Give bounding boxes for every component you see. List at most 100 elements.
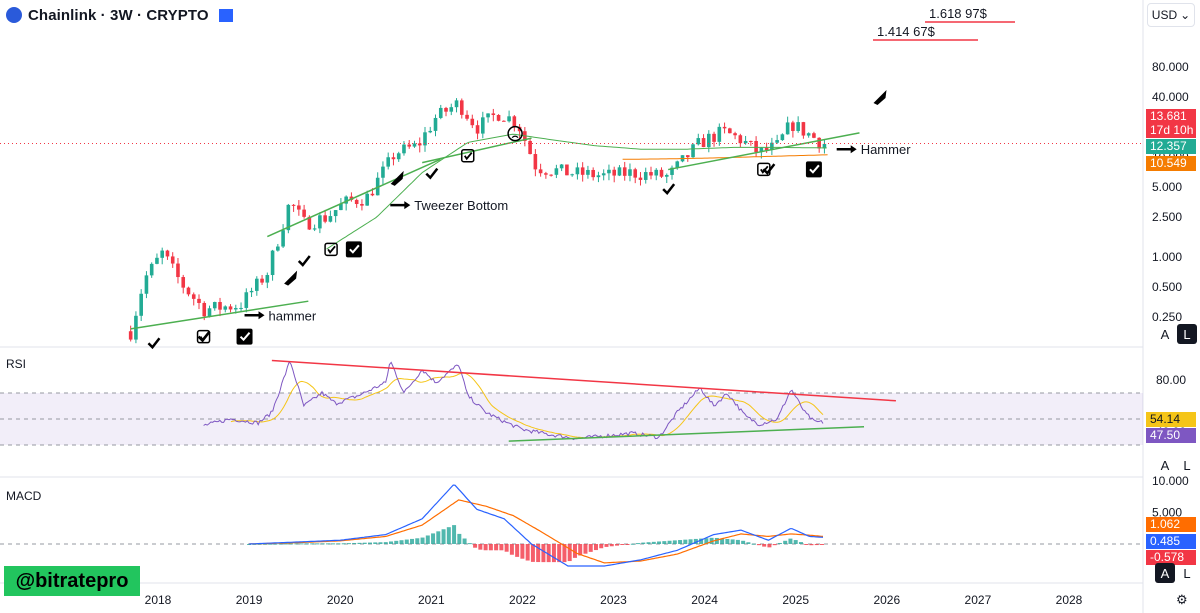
macd-histogram-bar [541,544,546,563]
bookmark-flag-icon[interactable] [218,8,233,22]
time-tick-label: 2024 [691,593,718,607]
macd-histogram-bar [515,544,520,557]
rsi-tag-ma: 54.14 [1146,412,1196,427]
candle-body [212,302,217,309]
macd-histogram-bar [546,544,551,563]
macd-histogram-bar [399,540,404,544]
macd-histogram-bar [709,537,714,544]
macd-signal-line [249,499,824,564]
sad-face-mouth [511,135,519,139]
candle-body [801,122,806,136]
rsi-auto-button[interactable]: A [1160,457,1170,473]
check-mark-icon [809,164,820,174]
candle-body [580,167,585,175]
candle-body [149,263,154,276]
macd-histogram-bar [457,533,462,544]
macd-histogram-bar [357,542,362,544]
log-scale-button[interactable]: L [1177,324,1197,344]
candle-body [276,246,280,251]
macd-histogram-bar [425,535,430,544]
candle-body [344,196,348,204]
macd-histogram-bar [352,542,357,544]
macd-histogram-bar [798,542,803,544]
candle-body [649,172,653,176]
candle-body [139,293,143,316]
macd-histogram-bar [646,542,651,544]
macd-histogram-bar [714,537,719,544]
checkbox-filled-icon [805,161,822,178]
candle-body [165,250,170,257]
macd-histogram-bar [615,544,620,546]
candle-body [717,126,722,142]
rsi-tick-label: 80.00 [1156,373,1186,387]
macd-histogram-bar [809,544,814,546]
macd-histogram-bar [420,537,425,544]
macd-histogram-bar [609,544,614,547]
candle-body [218,302,222,310]
macd-histogram-bar [373,542,378,544]
candle-body [502,120,506,122]
checkbox-filled-icon [236,328,253,345]
macd-histogram-bar [678,540,683,544]
chainlink-logo-icon [6,7,22,23]
rsi-trendline [271,359,896,402]
macd-histogram-bar [735,539,740,544]
macd-histogram-bar [725,538,730,544]
candle-body [570,174,574,176]
arrow-head-icon [404,201,411,210]
time-tick-label: 2018 [145,593,172,607]
candle-body [770,142,774,151]
time-tick-label: 2023 [600,593,627,607]
candle-body [207,308,212,317]
candle-body [749,140,753,142]
macd-histogram-bar [746,542,751,544]
macd-histogram-bar [804,544,809,545]
time-tick-label: 2025 [782,593,809,607]
candle-body [333,210,338,217]
annotation-label: Hammer [861,142,912,157]
checkbox-icon [324,242,338,257]
candle-body [202,302,207,317]
symbol-header[interactable]: Chainlink · 3W · CRYPTO [6,5,233,25]
price-tick-label: 40.000 [1152,90,1189,104]
macd-histogram-bar [730,539,735,544]
candle-body [785,122,790,135]
time-tick-label: 2026 [873,593,900,607]
candle-body [144,275,149,294]
macd-histogram-bar [389,541,394,544]
macd-histogram-bar [557,544,562,563]
candle-body [297,205,301,210]
candle-body [223,306,228,310]
macd-histogram-bar [693,538,698,544]
macd-histogram-bar [394,540,399,544]
checkbox-icon [757,162,771,177]
macd-histogram-bar [315,543,320,545]
currency-selector[interactable]: USD ⌄ [1147,3,1195,27]
candle-body [691,144,695,158]
rsi-log-button[interactable]: L [1183,457,1191,473]
macd-histogram-bar [473,544,478,548]
macd-histogram-bar [289,543,294,545]
price-pane: 1.618 97$ 1.414 67$ hammer Tweezer Bottom Ha… [0,6,1143,350]
macd-histogram-bar [567,544,572,562]
gear-icon[interactable]: ⚙ [1176,592,1188,607]
macd-auto-button[interactable]: A [1155,563,1175,583]
candle-body [365,193,369,206]
rocket-icon [873,90,887,105]
ma-line-green [326,133,827,250]
macd-log-button[interactable]: L [1183,565,1191,581]
macd-histogram-bar [341,543,346,545]
macd-histogram-bar [588,544,593,552]
ma-line-orange [622,154,828,160]
macd-histogram-bar [320,543,325,545]
check-mark-icon [147,337,161,350]
macd-histogram-bar [278,543,283,545]
auto-scale-button[interactable]: A [1160,326,1170,342]
macd-histogram-bar [593,544,598,551]
macd-histogram-bar [367,542,372,544]
macd-histogram-bar [452,525,457,544]
candle-body [654,169,659,176]
macd-histogram-bar [346,543,351,545]
support-trendline [130,300,309,330]
